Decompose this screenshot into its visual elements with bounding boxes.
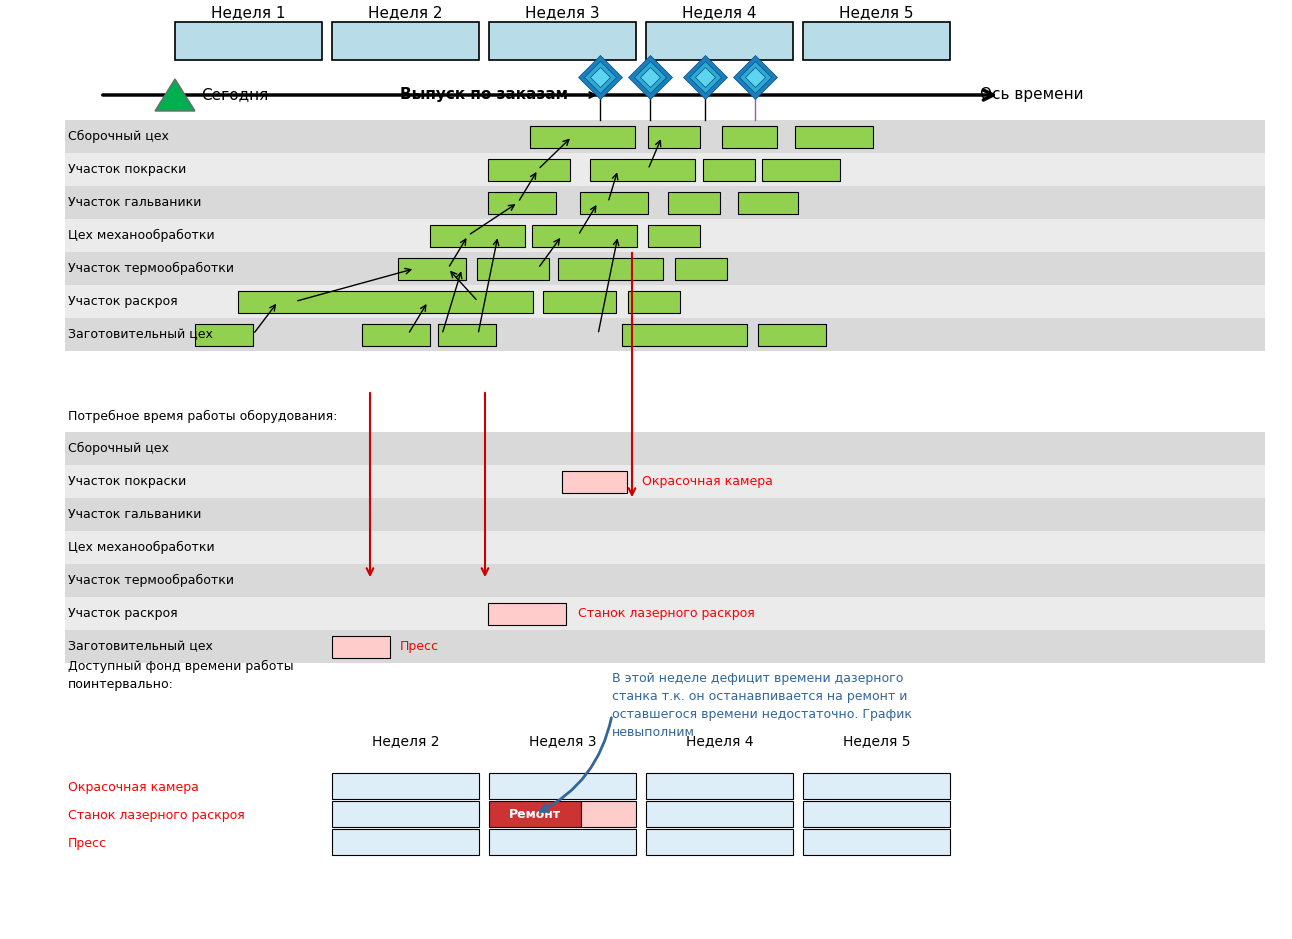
Bar: [195, 324, 253, 346]
Bar: [332, 829, 479, 855]
Bar: [65, 564, 1265, 597]
Bar: [477, 257, 549, 280]
Text: Участок гальваники: Участок гальваники: [68, 196, 202, 209]
Bar: [398, 257, 466, 280]
Text: Окрасочная камера: Окрасочная камера: [68, 780, 199, 793]
Bar: [65, 498, 1265, 531]
Text: Окрасочная камера: Окрасочная камера: [642, 475, 773, 488]
Text: Цех механообработки: Цех механообработки: [68, 229, 214, 242]
Bar: [532, 224, 637, 247]
Bar: [65, 120, 1265, 153]
Text: Заготовительный цех: Заготовительный цех: [68, 640, 213, 653]
Bar: [488, 159, 570, 180]
Bar: [646, 22, 793, 60]
Text: Неделя 2: Неделя 2: [368, 5, 443, 20]
Text: Ремонт: Ремонт: [509, 808, 561, 821]
Bar: [738, 192, 798, 213]
Bar: [65, 252, 1265, 285]
Bar: [674, 257, 727, 280]
Bar: [590, 159, 695, 180]
Bar: [488, 801, 581, 827]
Bar: [438, 324, 496, 346]
Text: Участок термообработки: Участок термообработки: [68, 574, 234, 587]
Bar: [804, 829, 950, 855]
Bar: [649, 224, 700, 247]
Bar: [362, 324, 430, 346]
Text: Потребное время работы оборудования:: Потребное время работы оборудования:: [68, 410, 337, 423]
Text: Сегодня: Сегодня: [202, 87, 269, 102]
Text: Участок раскроя: Участок раскроя: [68, 295, 177, 308]
Bar: [430, 224, 525, 247]
Text: Пресс: Пресс: [68, 837, 107, 850]
Text: Сборочный цех: Сборочный цех: [68, 130, 169, 143]
Bar: [65, 186, 1265, 219]
Bar: [238, 290, 534, 313]
Bar: [65, 597, 1265, 630]
Text: Сборочный цех: Сборочный цех: [68, 442, 169, 455]
Bar: [562, 470, 627, 492]
Bar: [804, 773, 950, 799]
Text: Участок раскроя: Участок раскроя: [68, 607, 177, 620]
Bar: [758, 324, 826, 346]
Text: Неделя 4: Неделя 4: [682, 5, 757, 20]
Bar: [762, 159, 840, 180]
Bar: [804, 801, 950, 827]
Bar: [332, 773, 479, 799]
Text: Участок термообработки: Участок термообработки: [68, 262, 234, 275]
Bar: [530, 126, 634, 147]
Bar: [488, 192, 556, 213]
Bar: [488, 22, 636, 60]
Bar: [543, 290, 616, 313]
Bar: [332, 22, 479, 60]
Bar: [488, 773, 636, 799]
Bar: [722, 126, 776, 147]
Text: Участок покраски: Участок покраски: [68, 475, 186, 488]
Text: Участок покраски: Участок покраски: [68, 163, 186, 176]
Text: Неделя 5: Неделя 5: [840, 5, 913, 20]
Bar: [646, 801, 793, 827]
Bar: [581, 801, 636, 827]
Bar: [174, 22, 322, 60]
Text: Ось времени: Ось времени: [981, 87, 1084, 102]
Text: Неделя 4: Неделя 4: [686, 734, 753, 748]
Bar: [703, 159, 755, 180]
Bar: [65, 219, 1265, 252]
Bar: [804, 22, 950, 60]
Bar: [649, 126, 700, 147]
Bar: [668, 192, 720, 213]
Text: Станок лазерного раскроя: Станок лазерного раскроя: [578, 607, 755, 620]
Bar: [65, 531, 1265, 564]
Bar: [646, 773, 793, 799]
Text: Неделя 2: Неделя 2: [372, 734, 439, 748]
Text: Выпуск по заказам: Выпуск по заказам: [401, 87, 579, 102]
Bar: [628, 290, 680, 313]
Bar: [488, 829, 636, 855]
Text: В этой неделе дефицит времени дазерного
станка т.к. он останавпивается на ремонт: В этой неделе дефицит времени дазерного …: [612, 672, 912, 739]
Bar: [558, 257, 663, 280]
Bar: [795, 126, 873, 147]
Text: Неделя 3: Неделя 3: [528, 734, 596, 748]
Text: Неделя 5: Неделя 5: [842, 734, 911, 748]
Text: Неделя 3: Неделя 3: [525, 5, 599, 20]
Bar: [65, 432, 1265, 465]
Bar: [488, 603, 566, 624]
Bar: [646, 829, 793, 855]
Bar: [621, 324, 747, 346]
Bar: [332, 636, 390, 657]
Text: Участок гальваники: Участок гальваники: [68, 508, 202, 521]
Text: Пресс: Пресс: [401, 640, 439, 653]
Bar: [65, 318, 1265, 351]
Bar: [580, 192, 649, 213]
Text: Цех механообработки: Цех механообработки: [68, 541, 214, 554]
Polygon shape: [155, 79, 195, 111]
Text: Станок лазерного раскроя: Станок лазерного раскроя: [68, 808, 244, 822]
Text: Неделя 1: Неделя 1: [212, 5, 286, 20]
Bar: [65, 630, 1265, 663]
Text: Заготовительный цех: Заготовительный цех: [68, 328, 213, 341]
Bar: [65, 465, 1265, 498]
Bar: [332, 801, 479, 827]
Bar: [65, 285, 1265, 318]
Bar: [65, 153, 1265, 186]
Text: Доступный фонд времени работы
поинтервально:: Доступный фонд времени работы поинтервал…: [68, 660, 293, 691]
